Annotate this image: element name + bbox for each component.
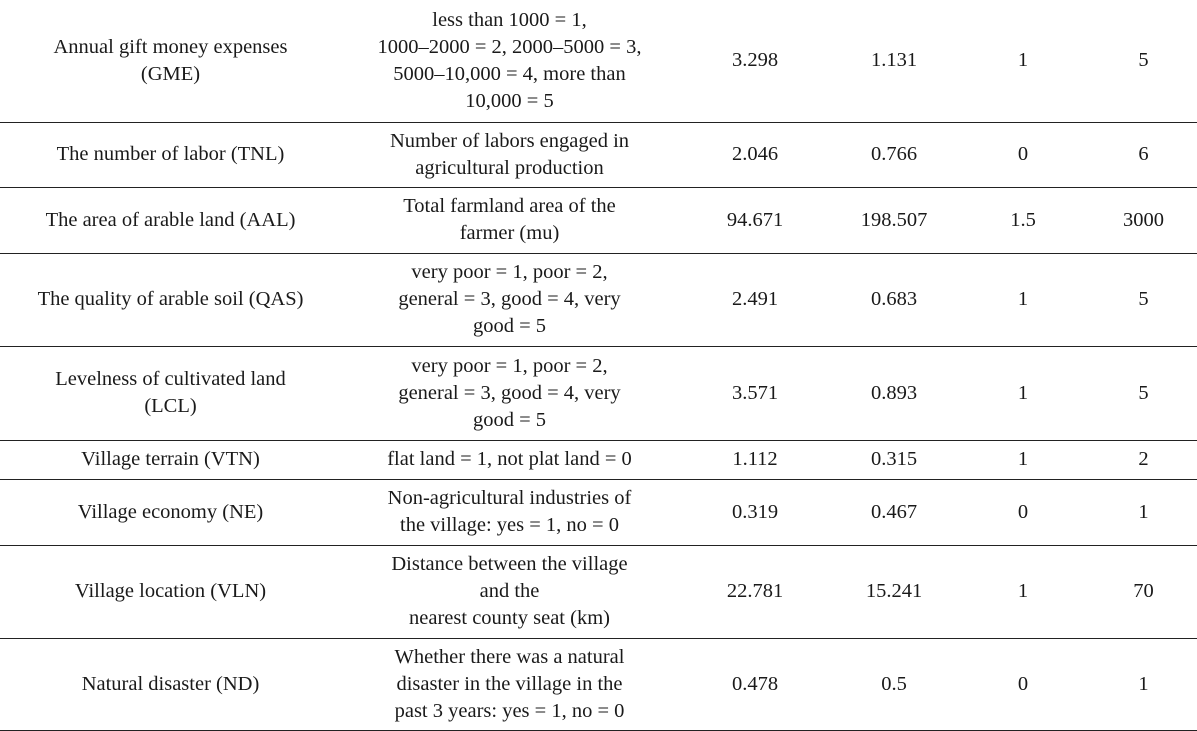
definition-cell: Non-agricultural industries of the villa… (341, 479, 678, 546)
sd-cell: 15.241 (832, 545, 956, 639)
max-cell: 2 (1090, 440, 1197, 480)
variable-cell: Village economy (NE) (0, 479, 341, 546)
table-row: The quality of arable soil (QAS) very po… (0, 253, 1197, 347)
sd-cell: 0.893 (832, 346, 956, 441)
variable-cell: The quality of arable soil (QAS) (0, 253, 341, 347)
min-cell: 0 (956, 122, 1090, 188)
max-cell: 3000 (1090, 187, 1197, 254)
min-cell: 0 (956, 479, 1090, 546)
min-cell: 1.5 (956, 187, 1090, 254)
min-cell: 1 (956, 0, 1090, 123)
sd-cell: 198.507 (832, 187, 956, 254)
definition-cell: Total farmland area of the farmer (mu) (341, 187, 678, 254)
variable-cell: Village terrain (VTN) (0, 440, 341, 480)
min-cell: 1 (956, 440, 1090, 480)
mean-cell: 3.298 (678, 0, 832, 123)
max-cell: 5 (1090, 0, 1197, 123)
table-row: Village terrain (VTN) flat land = 1, not… (0, 440, 1197, 480)
mean-cell: 2.046 (678, 122, 832, 188)
sd-cell: 1.131 (832, 0, 956, 123)
table-row: The area of arable land (AAL) Total farm… (0, 187, 1197, 254)
variable-cell: Natural disaster (ND) (0, 638, 341, 731)
definition-cell: very poor = 1, poor = 2, general = 3, go… (341, 253, 678, 347)
table-row: Levelness of cultivated land (LCL) very … (0, 346, 1197, 441)
variable-cell: The number of labor (TNL) (0, 122, 341, 188)
definition-cell: Distance between the village and the nea… (341, 545, 678, 639)
definition-cell: Number of labors engaged in agricultural… (341, 122, 678, 188)
mean-cell: 22.781 (678, 545, 832, 639)
table-row: Natural disaster (ND) Whether there was … (0, 638, 1197, 731)
max-cell: 1 (1090, 479, 1197, 546)
variable-cell: Annual gift money expenses (GME) (0, 0, 341, 123)
mean-cell: 94.671 (678, 187, 832, 254)
variable-cell: The area of arable land (AAL) (0, 187, 341, 254)
max-cell: 5 (1090, 253, 1197, 347)
mean-cell: 1.112 (678, 440, 832, 480)
max-cell: 5 (1090, 346, 1197, 441)
sd-cell: 0.467 (832, 479, 956, 546)
definition-cell: flat land = 1, not plat land = 0 (341, 440, 678, 480)
sd-cell: 0.683 (832, 253, 956, 347)
mean-cell: 0.319 (678, 479, 832, 546)
min-cell: 1 (956, 545, 1090, 639)
max-cell: 1 (1090, 638, 1197, 731)
definition-cell: less than 1000 = 1, 1000–2000 = 2, 2000–… (341, 0, 678, 123)
max-cell: 70 (1090, 545, 1197, 639)
mean-cell: 3.571 (678, 346, 832, 441)
table-row: Annual gift money expenses (GME) less th… (0, 0, 1197, 123)
min-cell: 0 (956, 638, 1090, 731)
table-row: Village location (VLN) Distance between … (0, 545, 1197, 639)
definition-cell: very poor = 1, poor = 2, general = 3, go… (341, 346, 678, 441)
sd-cell: 0.766 (832, 122, 956, 188)
max-cell: 6 (1090, 122, 1197, 188)
min-cell: 1 (956, 346, 1090, 441)
mean-cell: 0.478 (678, 638, 832, 731)
mean-cell: 2.491 (678, 253, 832, 347)
table-row: The number of labor (TNL) Number of labo… (0, 122, 1197, 188)
variable-cell: Village location (VLN) (0, 545, 341, 639)
sd-cell: 0.5 (832, 638, 956, 731)
min-cell: 1 (956, 253, 1090, 347)
table-row: Village economy (NE) Non-agricultural in… (0, 479, 1197, 546)
definition-cell: Whether there was a natural disaster in … (341, 638, 678, 731)
sd-cell: 0.315 (832, 440, 956, 480)
variable-cell: Levelness of cultivated land (LCL) (0, 346, 341, 441)
